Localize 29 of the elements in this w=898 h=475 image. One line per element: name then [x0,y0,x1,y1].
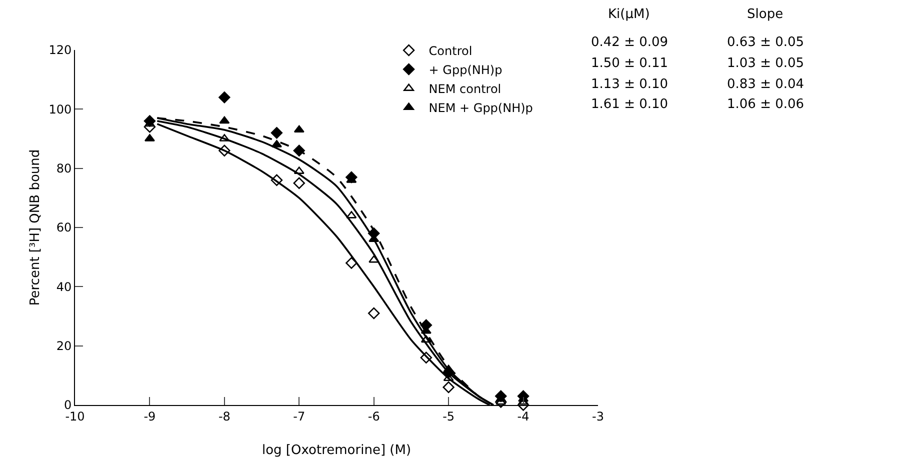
legend-label: + Gpp(NH)p [428,62,502,77]
y-tick-label: 40 [56,280,72,294]
legend-label: Control [428,44,472,58]
text: 1.03 ± 0.05 [727,56,804,71]
x-tick-label: -3 [592,409,604,424]
x-tick-label: -4 [517,409,530,424]
y-tick-label: 20 [56,339,72,354]
y-axis-title: Percent [³H] QNB bound [28,149,43,306]
annotation: 1.13 ± 0.10 [591,77,668,92]
legend-label: NEM control [428,82,502,96]
y-tick-label: 100 [48,102,72,116]
text: Ki(μM) [608,7,650,22]
y-tick-label: 60 [56,220,72,235]
x-axis-title: log [Oxotremorine] (M) [262,443,412,458]
text: 0.83 ± 0.04 [727,77,804,92]
x-tick-label: -8 [218,409,230,424]
annotation: 0.42 ± 0.09 [591,35,668,50]
x-tick-label: -5 [442,409,455,424]
y-tick-label: 80 [56,162,72,176]
legend-label: NEM + Gpp(NH)p [428,100,533,115]
y-tick-label: 120 [48,43,72,58]
text: Slope [747,7,784,22]
annotation: 1.61 ± 0.10 [591,97,668,112]
text: 0.63 ± 0.05 [727,35,804,50]
annotation: 1.50 ± 0.11 [591,56,668,71]
x-tick-label: -7 [293,409,306,424]
x-tick-label: -6 [368,409,380,424]
x-tick-label: -9 [144,409,156,424]
text: 1.06 ± 0.06 [727,97,804,112]
